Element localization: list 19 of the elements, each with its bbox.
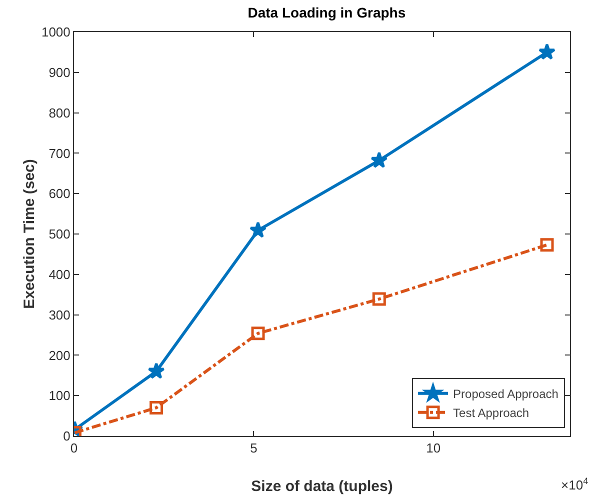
x-tick-label: 10 [426, 440, 441, 456]
y-tick-label: 700 [48, 146, 70, 161]
y-tick-label: 900 [48, 64, 70, 80]
x-axis-title: Size of data (tuples) [251, 478, 393, 495]
y-tick-label: 600 [48, 186, 70, 202]
text: ×10$^{4}$ [561, 476, 588, 492]
y-tick-label: 500 [48, 226, 70, 242]
x-tick-label: 5 [250, 440, 258, 456]
y-tick-label: 100 [48, 388, 70, 404]
legend-label: Proposed Approach [453, 387, 558, 402]
y-tick-label: 400 [48, 266, 70, 282]
y-tick-label: 800 [48, 105, 70, 120]
y-tick-label: 300 [48, 307, 70, 322]
y-tick-label: 200 [48, 348, 70, 363]
chart-title: Data Loading in Graphs [248, 4, 406, 20]
y-axis-title: Execution Time (sec) [21, 159, 38, 309]
y-tick-label: 1000 [41, 24, 70, 40]
y-tick-label: 0 [63, 428, 70, 444]
legend-label: Test Approach [453, 406, 530, 420]
